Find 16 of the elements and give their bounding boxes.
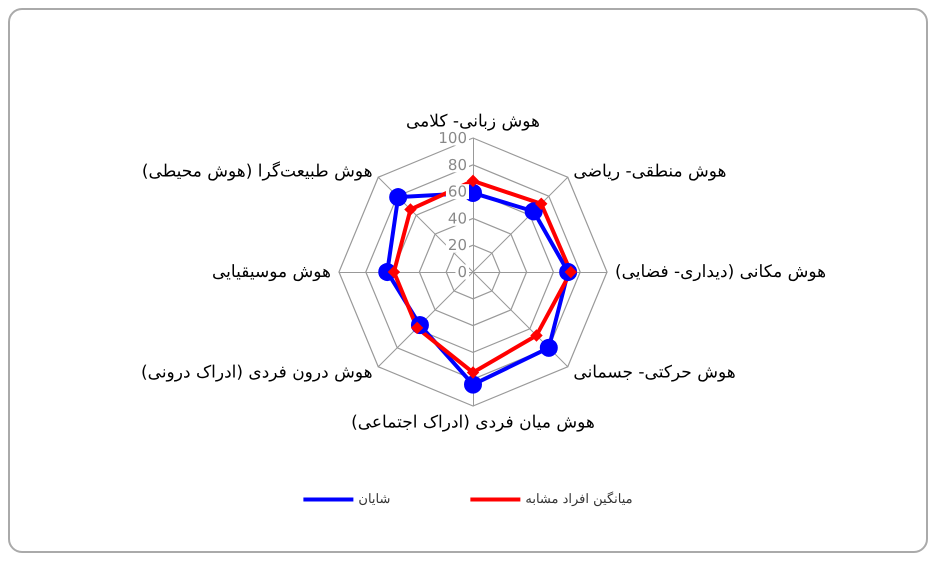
y-tick-label: 20 [448,236,467,254]
spoke-label: هوش مکانی (دیداری- فضایی) [615,262,826,282]
y-tick-label: 80 [448,156,467,174]
spoke-label: هوش طبیعت‌گرا (هوش محیطی) [142,160,373,182]
y-tick-label: 60 [448,182,467,201]
spoke-label: هوش میان فردی (ادراک اجتماعی) [351,412,595,432]
spoke-label: هوش درون فردی (ادراک درونی) [141,362,373,382]
legend-label: شایان [358,492,390,507]
spoke-label: هوش منطقی- ریاضی [573,162,727,182]
legend-label: میانگین افراد مشابه [525,491,633,507]
spoke-label: هوش موسیقیایی [212,262,331,282]
spoke-label: هوش حرکتی- جسمانی [573,362,736,382]
y-tick-label: 0 [457,263,467,281]
y-tick-label: 40 [448,209,467,228]
spoke-label: هوش زبانی- کلامی [406,112,540,132]
y-tick-label: 100 [438,129,467,147]
